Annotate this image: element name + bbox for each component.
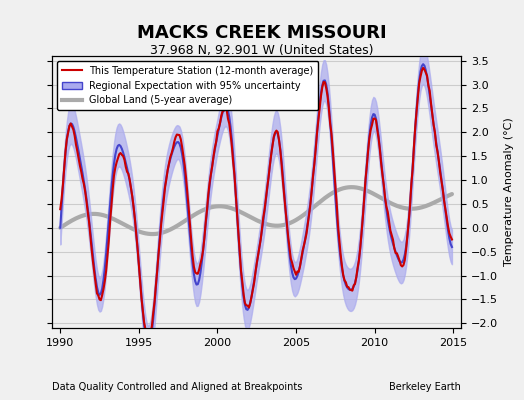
Text: MACKS CREEK MISSOURI: MACKS CREEK MISSOURI: [137, 24, 387, 42]
Text: Data Quality Controlled and Aligned at Breakpoints: Data Quality Controlled and Aligned at B…: [52, 382, 303, 392]
Y-axis label: Temperature Anomaly (°C): Temperature Anomaly (°C): [504, 118, 514, 266]
Text: Berkeley Earth: Berkeley Earth: [389, 382, 461, 392]
Text: 37.968 N, 92.901 W (United States): 37.968 N, 92.901 W (United States): [150, 44, 374, 57]
